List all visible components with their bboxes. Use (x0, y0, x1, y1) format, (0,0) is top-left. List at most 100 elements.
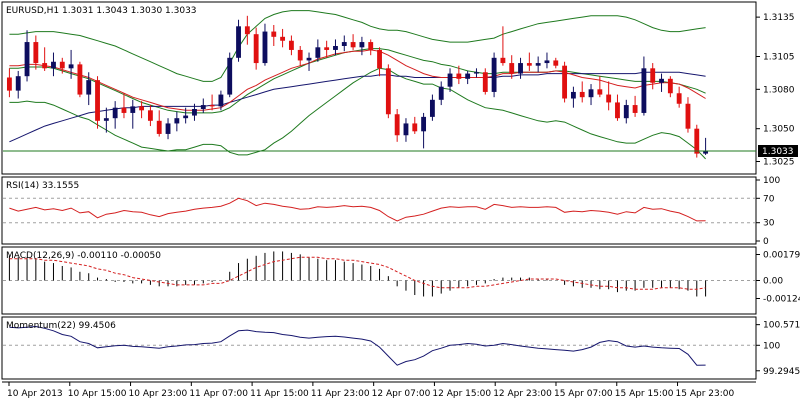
momentum-axis-tick-label: 100 (763, 341, 780, 351)
price-axis-tick-label: 1.3050 (763, 125, 795, 135)
candle-body (491, 57, 497, 92)
candle-body (421, 116, 427, 132)
candle-body (174, 118, 180, 124)
candle-body (368, 42, 374, 50)
candle-body (139, 106, 145, 111)
macd-axis-tick-label: -0.00124 (763, 295, 800, 305)
candle-body (288, 40, 294, 50)
candle-body (236, 26, 241, 58)
rsi-panel: 100 70 30 0 (3, 176, 780, 247)
candle-body (650, 68, 656, 83)
time-axis-label: 15 Apr 23:00 (676, 389, 735, 399)
candle-body (147, 110, 153, 121)
candle-body (447, 73, 453, 87)
candle-body (412, 123, 418, 132)
time-axis-label: 15 Apr 07:00 (554, 389, 613, 399)
price-axis-tick-label: 1.3080 (763, 85, 795, 95)
candle-body (42, 63, 48, 69)
candle-body (341, 42, 347, 46)
momentum-panel-frame (1, 316, 757, 380)
candle-body (253, 34, 259, 64)
candle-body (403, 123, 409, 136)
candle-body (271, 31, 277, 37)
candle-body (394, 114, 400, 136)
time-axis-label: 15 Apr 15:00 (615, 389, 674, 399)
candle-body (579, 91, 585, 98)
candle-body (606, 94, 612, 103)
candle-body (615, 102, 620, 119)
momentum-axis-tick-label: 99.2945 (763, 367, 800, 377)
candle-body (156, 120, 162, 134)
candle-body (112, 107, 118, 119)
candle-body (130, 106, 136, 113)
candle-body (192, 109, 197, 116)
candle-body (24, 42, 30, 77)
bollinger-upper-line (9, 10, 706, 82)
candle-body (59, 61, 65, 69)
candle-body (95, 80, 100, 121)
candle-body (518, 63, 523, 74)
candle-body (482, 72, 488, 92)
candle-body (676, 93, 682, 104)
current-price-label: 1.3033 (762, 147, 794, 157)
candle-body (183, 115, 189, 119)
price-axis-tick-label: 1.3025 (763, 158, 795, 168)
candle-body (77, 64, 83, 95)
candle-body (667, 78, 673, 94)
candle-body (385, 68, 391, 115)
moving-average-blue-line (9, 71, 706, 143)
price-axis-tick-label: 1.3135 (763, 13, 795, 23)
candle-body (562, 65, 568, 99)
candle-body (227, 57, 233, 95)
candle-body (297, 49, 303, 61)
candle-body (659, 78, 664, 83)
rsi-axis-tick-label: 100 (763, 176, 780, 186)
time-axis-label: 10 Apr 15:00 (68, 389, 127, 399)
bollinger-lower-line (9, 67, 706, 160)
candle-body (632, 105, 638, 113)
macd-panel: 0.00179 0.00 -0.00124 (3, 251, 800, 305)
time-axis-label: 11 Apr 07:00 (189, 389, 248, 399)
candle-body (544, 60, 550, 64)
price-panel-frame (1, 1, 757, 175)
candle-body (218, 94, 224, 107)
price-panel-title: EURUSD,H1 1.3031 1.3043 1.3030 1.3033 (6, 6, 197, 16)
candle-body (315, 47, 321, 58)
candle-body (623, 105, 629, 119)
time-axis-label: 12 Apr 15:00 (432, 389, 491, 399)
candle-body (165, 123, 171, 134)
rsi-panel-title: RSI(14) 33.1555 (6, 181, 79, 191)
rsi-axis-tick-label: 70 (763, 194, 775, 204)
candle-body (306, 57, 312, 61)
candle-body (33, 42, 39, 64)
candle-body (465, 73, 471, 79)
time-axis-label: 12 Apr 23:00 (493, 389, 552, 399)
candle-body (641, 68, 647, 113)
macd-panel-title: MACD(12,26,9) -0.00110 -0.00050 (6, 251, 161, 261)
candle-body (86, 80, 92, 95)
price-panel: 1.3033 1.3135 1.3105 1.3080 1.3050 1.3025 (3, 10, 798, 168)
candle-body (500, 57, 506, 64)
time-axis: 10 Apr 2013 10 Apr 15:00 10 Apr 23:00 11 Ap… (7, 382, 734, 399)
candle-body (694, 128, 700, 154)
candle-body (68, 64, 74, 69)
candle-body (15, 76, 21, 91)
momentum-panel: 100.5713 100 99.2945 (3, 321, 800, 377)
macd-axis-tick-label: 0.00 (763, 277, 783, 287)
candle-body (121, 107, 127, 113)
momentum-axis-tick-label: 100.5713 (763, 321, 800, 331)
candle-body (262, 31, 268, 64)
candle-body (377, 49, 382, 69)
candle-body (103, 118, 109, 121)
macd-axis-tick-label: 0.00179 (763, 251, 800, 261)
candle-body (588, 89, 594, 98)
candle-body (703, 151, 709, 154)
candle-body (597, 89, 603, 95)
moving-average-red-line (9, 49, 706, 111)
candle-body (526, 63, 532, 66)
candle-body (438, 86, 444, 100)
candle-body (456, 73, 462, 79)
candle-body (280, 36, 286, 41)
